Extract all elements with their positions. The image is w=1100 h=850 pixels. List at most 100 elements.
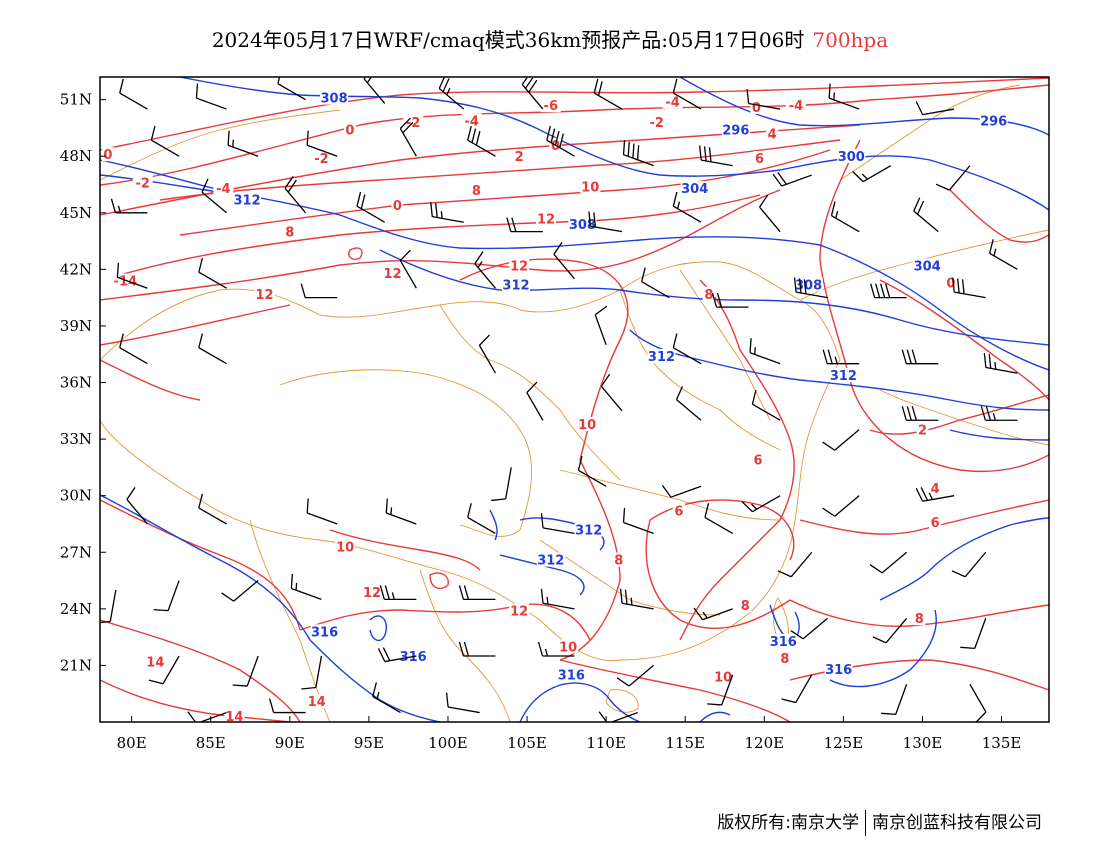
barb-full	[526, 381, 538, 393]
temperature-label-bg	[662, 94, 683, 109]
barb-staff	[621, 602, 654, 610]
barb-full	[554, 130, 560, 146]
wind-barb	[913, 197, 939, 233]
wind-barb	[751, 389, 781, 421]
height-label-bg	[320, 90, 349, 105]
wind-barb	[746, 88, 781, 110]
barb-full	[749, 338, 752, 353]
temperature-label: 10	[578, 418, 596, 433]
wind-barb	[526, 381, 544, 421]
barb-full	[983, 352, 987, 368]
barb-staff	[831, 215, 860, 233]
barb-full	[385, 498, 388, 514]
wind-barb	[577, 455, 607, 487]
barb-staff	[291, 587, 322, 601]
height-label: 316	[770, 635, 797, 650]
temperature-label: 12	[384, 267, 402, 282]
barb-staff	[526, 392, 544, 421]
height-label: 312	[502, 278, 529, 293]
barb-staff	[432, 216, 464, 223]
temperature-label: 12	[537, 212, 555, 227]
barb-full	[290, 573, 294, 589]
barb-full	[951, 570, 966, 578]
temperature-label-bg	[536, 211, 557, 226]
temperature-contours	[100, 77, 1049, 722]
barb-full	[627, 141, 630, 157]
barb-full	[703, 146, 707, 162]
temperature-label: 4	[768, 127, 777, 142]
temperature-label: 8	[614, 554, 623, 569]
wind-barb	[588, 211, 623, 233]
temperature-label-bg	[751, 452, 764, 467]
barb-full	[458, 641, 465, 657]
wind-barbs	[100, 77, 1018, 722]
barb-half	[928, 492, 934, 500]
barb-staff	[672, 92, 702, 110]
barb-full	[537, 641, 544, 657]
barb-staff	[467, 139, 496, 157]
wind-barb	[741, 495, 781, 513]
temperature-label: -4	[464, 114, 478, 129]
temperature-label-bg	[739, 597, 752, 612]
barb-full	[600, 373, 611, 387]
wind-barb	[616, 664, 655, 687]
barb-full	[506, 217, 512, 232]
barb-staff	[438, 87, 465, 110]
barb-full	[148, 679, 164, 685]
height-label-bg	[557, 667, 586, 682]
wind-barb	[116, 262, 148, 289]
wind-barb	[593, 78, 623, 110]
temperature-label: -2	[135, 177, 149, 192]
barb-half	[295, 582, 298, 591]
barb-full	[198, 333, 203, 348]
temperature-label-bg	[306, 694, 327, 709]
wind-barb	[793, 277, 828, 299]
height-label-bg	[233, 192, 262, 207]
wind-barb	[553, 241, 575, 280]
barb-half	[677, 201, 681, 209]
barb-full	[300, 283, 306, 298]
barb-full	[597, 81, 603, 96]
barb-half	[994, 361, 997, 370]
barb-full	[201, 178, 209, 193]
barb-full	[150, 125, 156, 141]
barb-staff	[233, 580, 259, 602]
barb-half	[546, 596, 549, 605]
barb-staff	[623, 154, 654, 167]
barb-staff	[284, 187, 307, 214]
height-label: 304	[914, 259, 941, 274]
barb-full	[153, 608, 169, 612]
barb-full	[798, 278, 802, 294]
barb-full	[741, 501, 753, 513]
barb-half	[376, 691, 380, 700]
barb-staff	[246, 655, 259, 687]
barb-full	[277, 77, 281, 84]
temperature-label: 10	[336, 540, 354, 555]
inner-boundary-10	[419, 569, 511, 722]
y-tick-label: 30N	[60, 487, 92, 505]
wind-barb	[594, 305, 608, 346]
wind-barb	[915, 101, 955, 116]
barb-full	[793, 277, 797, 293]
height-label: 312	[575, 524, 602, 539]
wind-barb	[126, 487, 148, 525]
height-labels: 308 296 296 300 304 312 308 304 312 308 312 312 312 3…	[233, 90, 1008, 684]
barb-full	[636, 145, 640, 160]
wind-barb	[872, 617, 908, 644]
x-tick-label: 95E	[354, 734, 384, 752]
barb-full	[672, 78, 678, 94]
temperature-label: 10	[714, 671, 732, 686]
barb-full	[198, 493, 203, 509]
barb-full	[751, 389, 757, 405]
height-label-bg	[647, 349, 676, 364]
barb-staff	[553, 253, 575, 280]
temperature-label: 0	[345, 124, 354, 139]
barb-full	[935, 183, 950, 191]
barb-staff	[151, 139, 180, 157]
barb-full	[989, 239, 994, 254]
wind-barb	[306, 498, 338, 525]
barb-staff	[126, 499, 148, 525]
barb-full	[675, 386, 684, 400]
barb-staff	[676, 399, 702, 421]
barb-half	[861, 173, 868, 180]
